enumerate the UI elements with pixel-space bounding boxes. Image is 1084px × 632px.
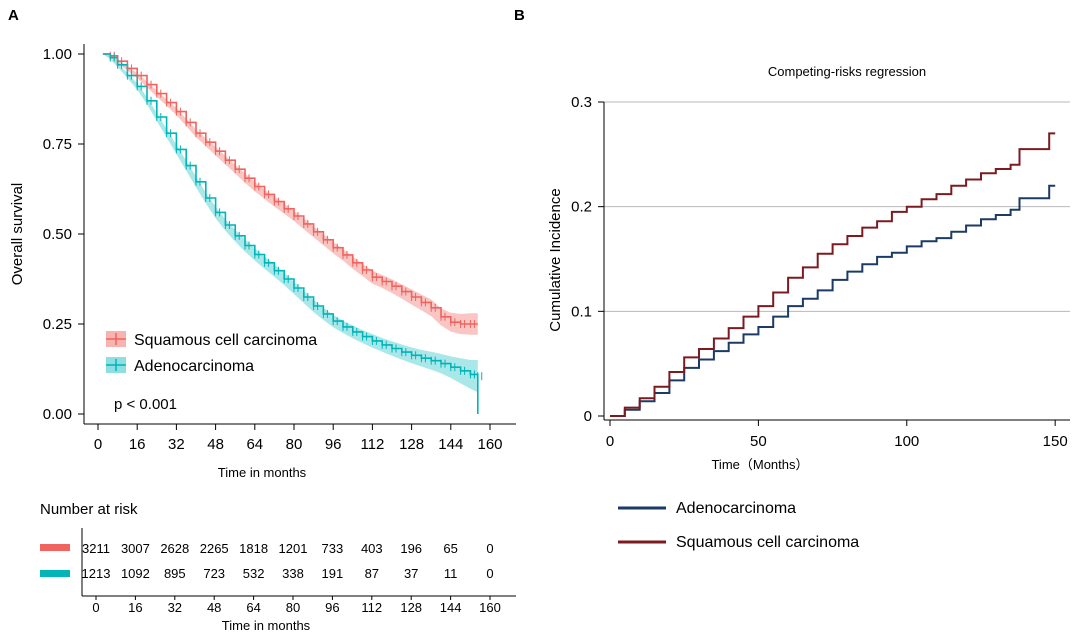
risk-cell: 723 <box>203 566 225 581</box>
a-x-tick-label: 48 <box>207 436 224 453</box>
b-x-axis-label: Time（Months） <box>711 457 808 472</box>
risk-cell: 2628 <box>160 541 189 556</box>
risk-cell: 2265 <box>200 541 229 556</box>
incidence-line-1 <box>610 132 1056 417</box>
a-x-tick-label: 32 <box>168 436 185 453</box>
a-y-ticks: 0.00 0.25 0.50 0.75 1.00 <box>43 46 84 423</box>
risk-cell: 895 <box>164 566 186 581</box>
risk-x-tick-label: 80 <box>286 600 300 615</box>
risk-cell: 191 <box>322 566 344 581</box>
risk-cell: 0 <box>486 566 493 581</box>
b-gridlines <box>604 101 1070 312</box>
b-title: Competing-risks regression <box>768 64 926 79</box>
risk-cell: 65 <box>443 541 457 556</box>
ci-band-0 <box>102 54 478 335</box>
risk-x-tick-label: 32 <box>168 600 182 615</box>
panel-label-a: A <box>8 7 19 24</box>
risk-cell: 403 <box>361 541 383 556</box>
risk-x-tick-label: 0 <box>92 600 99 615</box>
b-x-tick-label: 100 <box>894 433 919 450</box>
risk-x-axis-label: Time in months <box>222 618 311 632</box>
b-y-tick-label: 0.3 <box>571 94 592 111</box>
risk-x-tick-label: 128 <box>400 600 422 615</box>
risk-cell: 3007 <box>121 541 150 556</box>
risk-table: Number at risk 3211 3007 2628 2265 1818 1201 7… <box>40 501 516 632</box>
risk-table-title: Number at risk <box>40 501 138 518</box>
risk-cell: 1213 <box>82 566 111 581</box>
risk-x-tick-label: 112 <box>361 600 382 615</box>
a-legend: Squamous cell carcinoma Adenocarcinoma <box>106 331 317 375</box>
b-y-tick-label: 0.2 <box>571 199 592 216</box>
legend-label-squamous: Squamous cell carcinoma <box>134 332 317 349</box>
a-y-tick-label: 0.50 <box>43 226 72 243</box>
legend-label-adeno: Adenocarcinoma <box>134 358 254 375</box>
a-x-tick-label: 0 <box>94 436 102 453</box>
a-y-tick-label: 0.25 <box>43 316 72 333</box>
legend-label-adeno-b: Adenocarcinoma <box>676 500 796 517</box>
risk-cell: 1201 <box>279 541 308 556</box>
a-y-axis-label: Overall survival <box>9 183 26 286</box>
risk-cell: 11 <box>444 566 458 581</box>
a-x-tick-label: 144 <box>438 436 463 453</box>
risk-cell: 3211 <box>82 541 110 556</box>
a-x-tick-label: 128 <box>399 436 424 453</box>
risk-x-tick-label: 16 <box>128 600 142 615</box>
legend-label-squamous-b: Squamous cell carcinoma <box>676 534 859 551</box>
a-y-tick-label: 0.00 <box>43 406 72 423</box>
a-x-tick-label: 64 <box>246 436 263 453</box>
risk-x-tick-label: 144 <box>440 600 462 615</box>
censor-marks <box>109 51 483 381</box>
risk-cell: 196 <box>400 541 422 556</box>
panel-label-b: B <box>514 7 525 24</box>
b-y-ticks: 0 0.1 0.2 0.3 <box>571 94 604 425</box>
risk-x-tick-label: 160 <box>479 600 501 615</box>
b-incidence-curves <box>610 132 1056 417</box>
risk-cell: 1818 <box>239 541 268 556</box>
b-y-axis-label: Cumulative Incidence <box>547 188 564 331</box>
risk-cell: 338 <box>282 566 304 581</box>
b-legend: Adenocarcinoma Squamous cell carcinoma <box>618 500 859 551</box>
risk-x-ticks: 0 16 32 48 64 80 96 112 128 144 160 <box>92 596 501 615</box>
risk-cell: 87 <box>365 566 379 581</box>
risk-cell: 532 <box>243 566 265 581</box>
risk-x-tick-label: 96 <box>325 600 339 615</box>
a-x-tick-label: 96 <box>325 436 342 453</box>
a-y-tick-label: 1.00 <box>43 46 72 63</box>
ci-band-1 <box>102 54 478 414</box>
b-x-tick-label: 50 <box>750 433 767 450</box>
a-x-tick-label: 160 <box>477 436 502 453</box>
confidence-bands <box>102 54 478 414</box>
risk-row-swatch-squamous <box>40 544 70 551</box>
b-y-tick-label: 0.1 <box>571 303 592 320</box>
risk-x-tick-label: 64 <box>246 600 260 615</box>
a-x-ticks: 0 16 32 48 64 80 96 112 128 144 160 <box>94 424 503 453</box>
b-x-tick-label: 150 <box>1043 433 1068 450</box>
risk-x-tick-label: 48 <box>207 600 221 615</box>
survival-plot: 0.00 0.25 0.50 0.75 1.00 0 16 32 48 64 80 96 112 128… <box>9 44 516 480</box>
b-x-tick-label: 0 <box>606 433 614 450</box>
risk-cell: 1092 <box>121 566 150 581</box>
a-x-tick-label: 80 <box>286 436 303 453</box>
risk-row-swatch-adeno <box>40 570 70 577</box>
risk-cell: 733 <box>322 541 344 556</box>
a-x-axis-label: Time in months <box>218 465 307 480</box>
risk-cell: 0 <box>486 541 493 556</box>
risk-cell: 37 <box>404 566 418 581</box>
competing-risks-plot: Competing-risks regression 0 0.1 0.2 0.3 0 5… <box>547 64 1070 551</box>
b-y-tick-label: 0 <box>584 408 592 425</box>
risk-cells: 3211 3007 2628 2265 1818 1201 733 403 196 65 0 1213… <box>82 541 494 581</box>
a-x-tick-label: 16 <box>129 436 146 453</box>
incidence-line-0 <box>610 184 1056 417</box>
a-y-tick-label: 0.75 <box>43 136 72 153</box>
a-x-tick-label: 112 <box>360 436 384 453</box>
p-value: p < 0.001 <box>114 396 177 413</box>
b-x-ticks: 0 50 100 150 <box>606 420 1068 450</box>
